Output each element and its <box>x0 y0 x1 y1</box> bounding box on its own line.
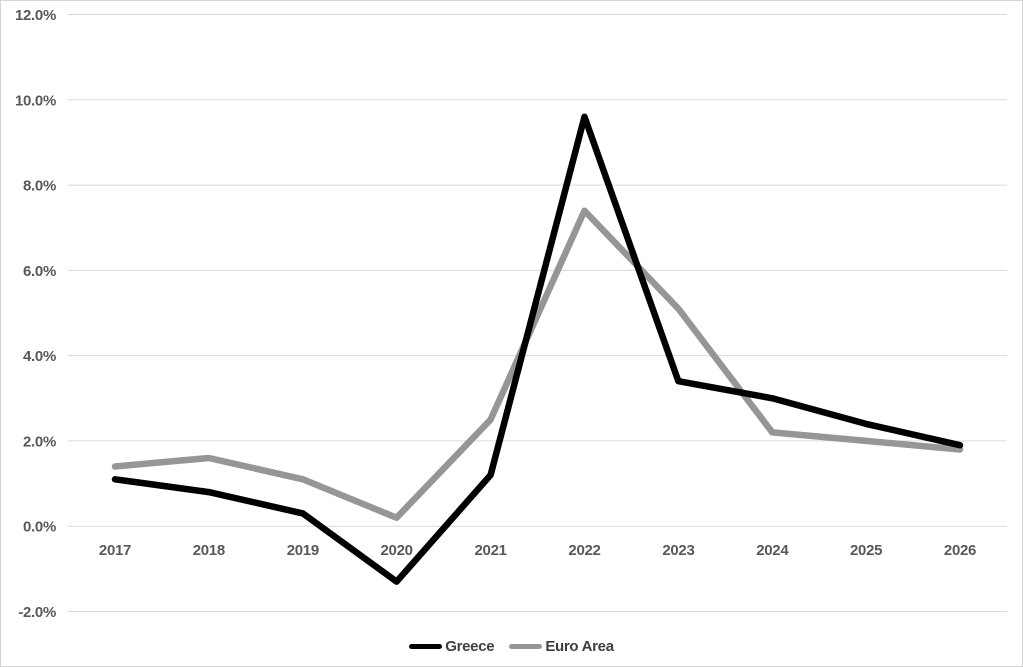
x-tick-label: 2020 <box>381 542 413 559</box>
x-tick-label: 2025 <box>850 542 882 559</box>
y-tick-label: 12.0% <box>15 7 56 24</box>
x-tick-label: 2021 <box>475 542 507 559</box>
x-tick-label: 2026 <box>944 542 976 559</box>
legend-item-euro-area: Euro Area <box>509 638 614 655</box>
legend-item-greece: Greece <box>409 638 495 655</box>
x-tick-label: 2023 <box>662 542 694 559</box>
greece-line-swatch <box>409 644 443 649</box>
y-tick-label: 4.0% <box>23 348 56 365</box>
y-tick-label: -2.0% <box>18 604 56 621</box>
x-tick-label: 2022 <box>568 542 600 559</box>
legend-label-greece: Greece <box>445 638 495 655</box>
y-tick-label: 6.0% <box>23 263 56 280</box>
series-line-greece <box>111 113 964 585</box>
y-tick-label: 8.0% <box>23 178 56 195</box>
chart-legend: Greece Euro Area <box>1 638 1022 655</box>
x-tick-label: 2019 <box>287 542 319 559</box>
y-tick-label: 10.0% <box>15 92 56 109</box>
euro-area-line-swatch <box>509 644 543 649</box>
x-tick-label: 2017 <box>99 542 131 559</box>
y-tick-label: 0.0% <box>23 519 56 536</box>
y-tick-label: 2.0% <box>23 433 56 450</box>
legend-label-euro-area: Euro Area <box>545 638 614 655</box>
series-line-euro-area <box>111 207 964 521</box>
x-tick-label: 2024 <box>756 542 789 559</box>
x-tick-label: 2018 <box>193 542 225 559</box>
